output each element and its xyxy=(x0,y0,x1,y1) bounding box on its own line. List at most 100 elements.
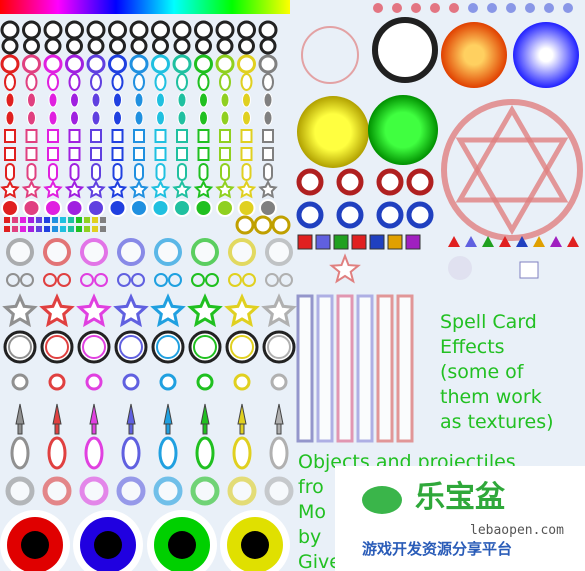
url: lebaopen.com xyxy=(470,523,564,538)
small-gem xyxy=(12,217,18,223)
hexagram xyxy=(455,105,569,203)
watermark: 乐宝盆 lebaopen.com 游戏开发资源分享平台 xyxy=(335,466,585,571)
ring-bullet xyxy=(109,37,126,55)
star-bullet xyxy=(64,179,85,199)
pill-bullet xyxy=(220,163,230,181)
hexagram-ring xyxy=(441,99,583,241)
texture-strip xyxy=(376,294,394,443)
small-gem xyxy=(84,217,90,223)
bow xyxy=(48,373,66,391)
pill-bullet xyxy=(198,163,209,181)
big-star xyxy=(187,293,223,328)
drop-bullet xyxy=(242,92,251,108)
red-ring xyxy=(336,168,364,196)
label-line: by xyxy=(298,526,321,548)
yin-yang xyxy=(253,215,273,235)
big-star xyxy=(2,293,38,328)
small-gem xyxy=(76,226,82,232)
card-bullet xyxy=(240,147,253,161)
card-bullet xyxy=(68,147,81,161)
small-gem xyxy=(4,217,10,223)
blue-ring xyxy=(406,201,434,229)
card-bullet xyxy=(68,129,81,143)
oval-big xyxy=(269,436,289,470)
ring-bullet xyxy=(238,37,255,55)
glow xyxy=(154,238,182,266)
card-bullet xyxy=(4,147,16,161)
texture-strip xyxy=(296,294,314,443)
orb-bullet xyxy=(44,199,62,217)
glow xyxy=(43,238,71,266)
orb-bullet xyxy=(216,199,234,217)
drop-bullet xyxy=(27,110,36,126)
small-ring xyxy=(228,273,242,287)
big-ring-inner xyxy=(82,335,106,359)
small-gem xyxy=(100,217,106,223)
small-ring xyxy=(191,273,205,287)
orb-bullet xyxy=(1,199,19,217)
knife xyxy=(200,403,210,435)
drop-bullet xyxy=(177,110,187,126)
oval-bullet xyxy=(111,73,124,91)
ring-bullet xyxy=(259,37,277,55)
yin-yang xyxy=(235,215,255,235)
label-line: Mo xyxy=(298,501,326,523)
card-bullet xyxy=(25,147,38,161)
triangle xyxy=(550,236,562,247)
card-bullet xyxy=(133,147,145,161)
oval-bullet xyxy=(219,73,231,91)
dark-orb-core xyxy=(94,531,122,559)
label-line: fro xyxy=(298,476,324,498)
card-bullet xyxy=(219,129,231,143)
small-gem xyxy=(68,217,74,223)
ring-bullet xyxy=(151,54,170,74)
drop-bullet xyxy=(134,110,144,126)
pill-bullet xyxy=(177,163,187,181)
item-card xyxy=(333,234,349,250)
small-ring xyxy=(20,273,34,287)
big-star xyxy=(261,293,297,328)
ring-bullet xyxy=(173,37,191,55)
drop-bullet xyxy=(113,110,122,126)
knife xyxy=(274,403,284,435)
small-ring xyxy=(6,273,20,287)
oval-bullet xyxy=(133,73,145,91)
card-bullet xyxy=(154,147,167,161)
color-strip xyxy=(0,0,290,14)
glow xyxy=(117,238,145,266)
small-ring xyxy=(117,273,131,287)
label-line: (some of xyxy=(440,361,525,383)
big-ring-inner xyxy=(193,335,217,359)
small-ring xyxy=(279,273,293,287)
pill-bullet xyxy=(69,163,80,181)
drop-bullet xyxy=(156,92,165,108)
big-star xyxy=(76,293,112,328)
ring-bullet xyxy=(0,20,20,40)
ring-bullet xyxy=(215,54,235,74)
small-gem xyxy=(4,226,10,232)
small-ring xyxy=(154,273,168,287)
knife xyxy=(89,403,99,435)
star-bullet xyxy=(86,179,106,199)
oval-bullet xyxy=(47,73,59,91)
leaf xyxy=(329,253,361,284)
small-gem xyxy=(44,226,50,232)
gem xyxy=(373,3,383,13)
star-bullet xyxy=(150,179,171,199)
knife xyxy=(52,403,62,435)
texture-strip xyxy=(356,294,374,443)
gem xyxy=(392,3,402,13)
orange-orb xyxy=(441,22,507,88)
ring-bullet xyxy=(22,20,41,40)
small-gem xyxy=(84,226,90,232)
small-gem xyxy=(92,226,98,232)
burst xyxy=(190,476,220,506)
burst xyxy=(5,476,35,506)
ring-bullet xyxy=(65,20,84,40)
drop-bullet xyxy=(48,92,58,108)
star-bullet xyxy=(21,179,42,199)
star-bullet xyxy=(215,179,235,199)
small-gem xyxy=(76,217,82,223)
